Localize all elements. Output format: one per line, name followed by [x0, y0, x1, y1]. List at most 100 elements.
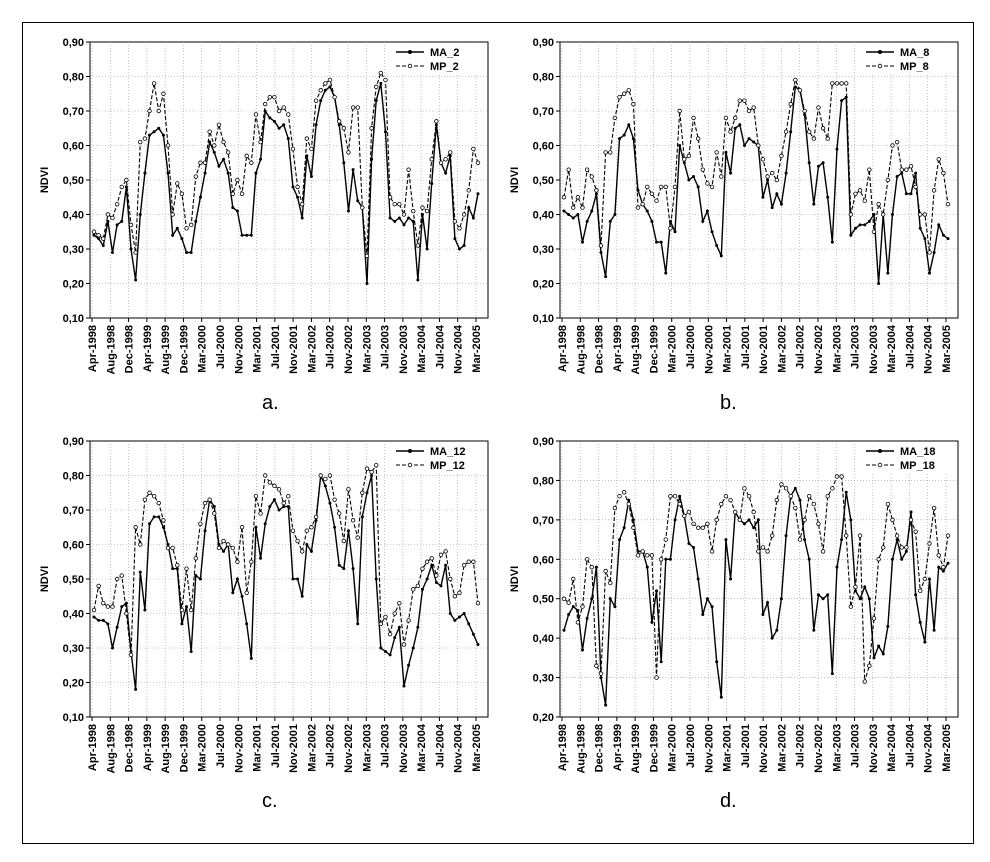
- data-point-MA_12: [268, 505, 272, 509]
- data-point-MA_18: [724, 538, 728, 542]
- data-point-MP_18: [927, 541, 932, 546]
- data-point-MA_12: [138, 570, 142, 574]
- data-point-MA_2: [240, 233, 244, 237]
- data-point-MP_12: [221, 538, 226, 544]
- data-point-MP_18: [737, 517, 743, 523]
- data-point-MA_18: [877, 644, 881, 648]
- data-point-MP_18: [867, 663, 872, 668]
- data-point-MA_2: [300, 216, 304, 220]
- data-point-MP_18: [719, 501, 724, 507]
- data-point-MP_12: [313, 514, 319, 520]
- data-point-MP_18: [871, 616, 877, 621]
- data-point-MA_18: [567, 612, 571, 616]
- data-point-MP_8: [793, 77, 798, 83]
- x-tick-label: Mar-2005: [941, 325, 953, 373]
- data-point-MA_12: [286, 505, 290, 509]
- data-point-MP_12: [165, 545, 171, 551]
- data-point-MA_18: [798, 498, 802, 502]
- data-point-MP_12: [411, 587, 416, 592]
- data-point-MA_18: [627, 498, 631, 502]
- data-point-MP_18: [774, 497, 780, 503]
- data-point-MP_8: [649, 191, 655, 196]
- data-point-MP_12: [429, 556, 434, 561]
- data-point-MP_2: [448, 150, 453, 155]
- x-tick-label: Mar-2004: [886, 324, 898, 373]
- caption-c: c.: [262, 790, 278, 812]
- data-point-MA_12: [393, 636, 397, 640]
- data-point-MA_8: [599, 250, 603, 254]
- data-point-MA_2: [226, 171, 230, 175]
- data-point-MA_8: [807, 161, 811, 165]
- data-point-MP_2: [304, 136, 310, 141]
- data-point-MA_8: [571, 216, 575, 220]
- data-point-MA_8: [729, 171, 733, 175]
- data-point-MA_2: [309, 175, 313, 179]
- data-point-MP_18: [793, 505, 798, 511]
- data-point-MP_12: [175, 562, 180, 568]
- data-point-MP_12: [188, 607, 194, 613]
- y-tick-label: 0,40: [533, 210, 554, 222]
- data-point-MP_8: [802, 108, 807, 114]
- data-point-MA_18: [742, 522, 746, 526]
- y-axis-label: NDVI: [509, 566, 521, 592]
- data-point-MP_8: [584, 167, 590, 172]
- data-point-MP_2: [221, 139, 226, 145]
- data-point-MA_2: [457, 247, 461, 251]
- data-point-MP_12: [96, 583, 101, 589]
- data-point-MA_12: [420, 587, 424, 591]
- data-point-MP_8: [830, 81, 835, 86]
- data-point-MP_2: [170, 212, 175, 217]
- y-tick-label: 0,50: [63, 574, 84, 586]
- data-point-MA_18: [604, 703, 608, 707]
- x-tick-label: Mar-2003: [361, 325, 373, 373]
- data-point-MP_12: [110, 604, 115, 609]
- data-point-MA_2: [328, 85, 332, 89]
- x-tick-label: Nov-2000: [233, 325, 245, 374]
- data-point-MP_2: [346, 150, 351, 155]
- figure-frame: [22, 22, 974, 844]
- data-point-MP_8: [566, 167, 571, 172]
- data-point-MA_2: [444, 171, 448, 175]
- data-point-MP_18: [918, 588, 923, 594]
- data-point-MP_18: [672, 493, 678, 499]
- data-point-MP_12: [184, 566, 189, 571]
- data-point-MP_8: [783, 129, 789, 134]
- data-point-MA_8: [858, 223, 862, 227]
- data-point-MA_2: [185, 250, 189, 254]
- data-point-MP_2: [341, 126, 347, 131]
- data-point-MA_2: [356, 199, 360, 203]
- data-point-MA_18: [932, 628, 936, 632]
- data-point-MP_18: [603, 568, 608, 574]
- chart-panel-b: 0,10 0,20 0,30 0,40 0,50 0,60 0,70 0,80 0,90 NDVI…: [500, 28, 970, 428]
- data-point-MA_2: [138, 213, 142, 216]
- x-tick-label: Mar-2004: [416, 723, 428, 772]
- data-point-MP_8: [732, 115, 738, 121]
- x-tick-label: Nov-2001: [288, 325, 300, 374]
- data-point-MA_18: [581, 648, 585, 652]
- data-point-MP_12: [230, 545, 235, 551]
- y-tick-label: 0,70: [533, 106, 554, 118]
- x-tick-label: Nov-2003: [398, 325, 410, 374]
- data-point-MP_18: [941, 564, 946, 570]
- data-point-MA_18: [692, 545, 696, 549]
- data-point-MP_8: [645, 184, 650, 190]
- data-point-MA_12: [203, 529, 207, 533]
- y-tick-label: 0,90: [63, 37, 84, 49]
- y-tick-label: 0,20: [63, 279, 84, 291]
- data-point-MA_18: [793, 486, 797, 490]
- data-point-MA_8: [585, 219, 589, 223]
- data-point-MA_2: [148, 133, 152, 137]
- data-point-MP_18: [723, 493, 729, 499]
- data-point-MA_2: [388, 216, 392, 220]
- data-point-MP_2: [327, 77, 333, 83]
- data-point-MA_18: [650, 620, 654, 624]
- data-point-MA_12: [337, 563, 341, 567]
- data-point-MP_12: [337, 511, 342, 516]
- data-point-MA_18: [585, 616, 589, 620]
- x-tick-label: Apr-1998: [87, 325, 99, 372]
- data-point-MP_2: [249, 160, 254, 165]
- data-point-MP_12: [119, 573, 124, 578]
- data-point-MA_8: [835, 147, 839, 151]
- data-point-MA_8: [715, 244, 719, 248]
- data-point-MA_12: [115, 625, 119, 629]
